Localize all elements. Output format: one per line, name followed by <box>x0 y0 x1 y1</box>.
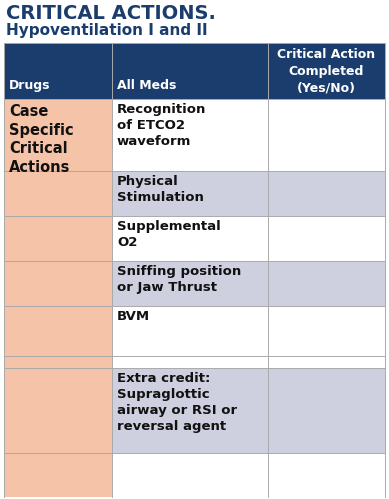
Text: Case
Specific
Critical
Actions: Case Specific Critical Actions <box>9 104 74 175</box>
Text: Critical Action
Completed
(Yes/No): Critical Action Completed (Yes/No) <box>277 47 375 94</box>
Bar <box>268 99 385 171</box>
Text: CRITICAL ACTIONS.: CRITICAL ACTIONS. <box>6 4 216 23</box>
Text: Recognition
of ETCO2
waveform: Recognition of ETCO2 waveform <box>117 103 207 148</box>
Bar <box>268 356 385 368</box>
Text: BVM: BVM <box>117 310 150 323</box>
Bar <box>4 99 112 497</box>
Bar <box>112 99 268 171</box>
Text: Supplemental
O2: Supplemental O2 <box>117 220 221 249</box>
Bar <box>268 368 385 453</box>
Bar <box>268 216 385 261</box>
Text: Sniffing position
or Jaw Thrust: Sniffing position or Jaw Thrust <box>117 265 241 294</box>
Bar <box>268 261 385 306</box>
Text: Hypoventilation I and II: Hypoventilation I and II <box>6 23 208 38</box>
Bar <box>112 306 268 356</box>
Bar <box>4 43 385 99</box>
Bar <box>112 356 268 368</box>
Text: Physical
Stimulation: Physical Stimulation <box>117 175 204 204</box>
Text: Extra credit:
Supraglottic
airway or RSI or
reversal agent: Extra credit: Supraglottic airway or RSI… <box>117 372 237 433</box>
Bar <box>268 171 385 216</box>
Bar <box>112 261 268 306</box>
Bar <box>268 306 385 356</box>
Bar <box>112 216 268 261</box>
Bar <box>112 171 268 216</box>
Text: Drugs: Drugs <box>9 79 51 92</box>
Bar <box>112 368 268 453</box>
Text: All Meds: All Meds <box>117 79 176 92</box>
